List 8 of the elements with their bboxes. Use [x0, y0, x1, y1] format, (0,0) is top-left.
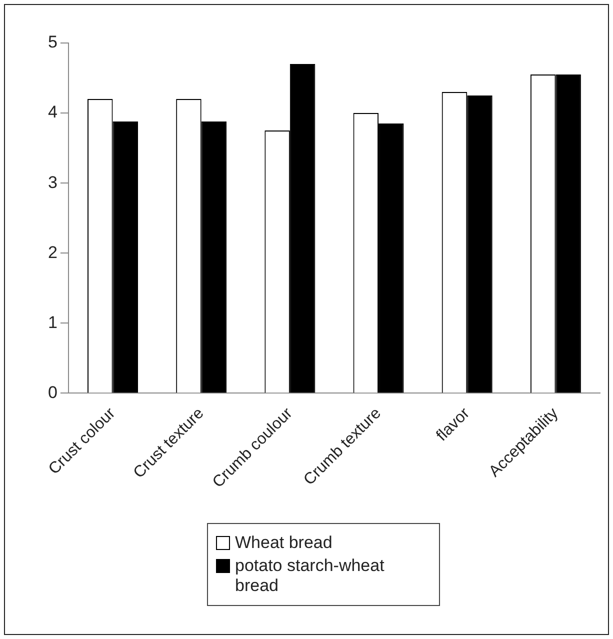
y-tick-label: 5	[48, 32, 58, 52]
legend-label: potato starch-wheat bread	[235, 556, 386, 596]
y-tick-label: 4	[48, 102, 58, 122]
y-tick-label: 2	[48, 242, 58, 262]
legend-label: Wheat bread	[235, 533, 332, 553]
y-tick-label: 0	[48, 382, 58, 402]
y-tick-label: 3	[48, 172, 58, 192]
y-tick-label: 1	[48, 312, 58, 332]
